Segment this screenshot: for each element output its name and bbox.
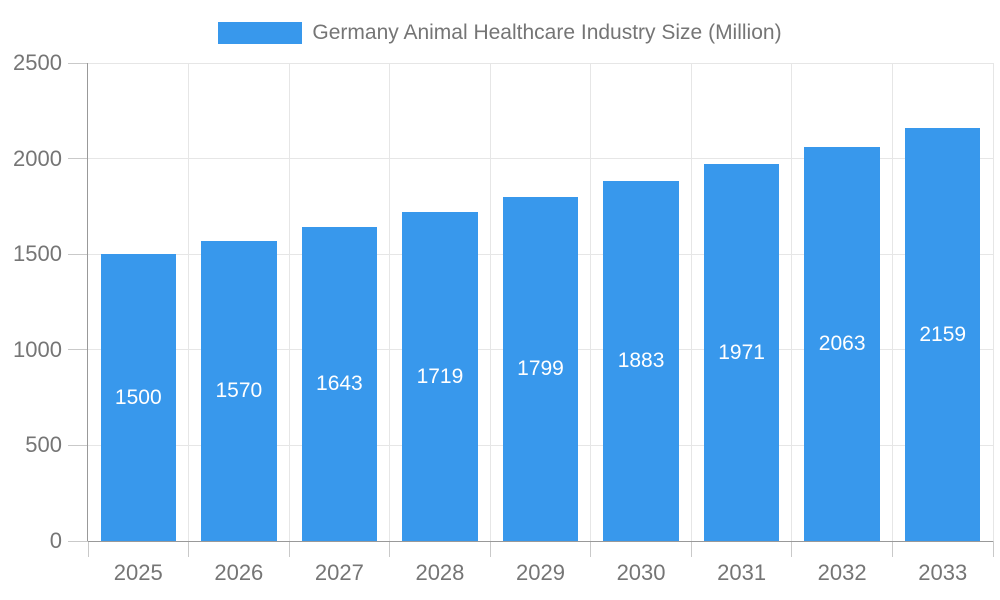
x-axis-tick	[992, 541, 994, 557]
gridline-vertical	[992, 63, 994, 541]
y-axis-tick	[68, 62, 88, 64]
gridline-vertical	[891, 63, 893, 541]
y-axis-tick	[68, 158, 88, 160]
x-axis-label: 2025	[113, 560, 163, 585]
bar-2027[interactable]	[301, 226, 378, 541]
y-axis-tick	[68, 444, 88, 446]
x-axis-label: 2031	[717, 560, 767, 585]
x-axis-label: 2029	[516, 560, 565, 585]
bar-2025[interactable]	[100, 254, 176, 541]
gridline-vertical	[288, 63, 290, 541]
x-axis-tick	[791, 541, 793, 557]
bar-2028[interactable]	[402, 212, 478, 541]
gridline-vertical	[188, 63, 190, 541]
bar-value-label: 2159	[919, 322, 967, 346]
bar-2026[interactable]	[201, 240, 277, 541]
x-axis-label: 2026	[214, 560, 264, 585]
legend[interactable]: Germany Animal Healthcare Industry Size …	[0, 22, 1000, 44]
gridline-vertical	[389, 63, 391, 541]
x-axis-tick	[389, 541, 391, 557]
bar-value-label: 1799	[517, 357, 564, 380]
legend-label: Germany Animal Healthcare Industry Size …	[312, 21, 782, 44]
bar-value-label: 1719	[416, 364, 464, 388]
y-axis-tick	[68, 540, 88, 542]
x-axis-tick	[690, 541, 692, 557]
y-axis-label: 0	[49, 528, 62, 553]
y-axis-label: 500	[25, 432, 62, 458]
x-axis-label: 2027	[314, 560, 364, 585]
bar-2030[interactable]	[603, 180, 679, 541]
x-axis-tick	[188, 541, 190, 557]
y-axis-tick	[68, 349, 88, 351]
bar-value-label: 2063	[818, 331, 866, 355]
y-axis-label: 2000	[13, 145, 62, 171]
gridline-vertical	[791, 63, 793, 541]
x-axis-tick	[87, 541, 89, 557]
x-axis-label: 2028	[415, 560, 465, 585]
x-axis-label: 2032	[817, 560, 867, 585]
x-axis-line	[88, 540, 993, 542]
legend-swatch	[218, 22, 303, 44]
x-axis-tick	[891, 541, 893, 557]
bar-2033[interactable]	[905, 128, 981, 541]
y-axis-label: 1500	[13, 241, 62, 267]
bar-value-label: 1500	[114, 385, 162, 409]
bar-2029[interactable]	[502, 197, 579, 541]
x-axis-label: 2033	[918, 560, 968, 585]
gridline-vertical	[590, 63, 592, 541]
bar-value-label: 1643	[316, 371, 363, 395]
bar-2032[interactable]	[804, 146, 880, 541]
bar-value-label: 1883	[617, 348, 665, 372]
gridline-horizontal	[88, 62, 993, 64]
gridline-vertical	[489, 63, 491, 541]
bar-2031[interactable]	[703, 164, 780, 541]
y-axis-label: 1000	[13, 336, 62, 362]
x-axis-tick	[489, 541, 491, 557]
x-axis-tick	[288, 541, 290, 557]
bar-value-label: 1971	[718, 340, 765, 364]
gridline-vertical	[690, 63, 692, 541]
y-axis-line	[87, 63, 88, 541]
y-axis-label: 2500	[13, 50, 62, 75]
bar-value-label: 1570	[215, 378, 263, 402]
y-axis-tick	[68, 253, 88, 255]
gridline-horizontal	[88, 158, 993, 160]
x-axis-label: 2030	[616, 560, 666, 585]
x-axis-tick	[590, 541, 592, 557]
